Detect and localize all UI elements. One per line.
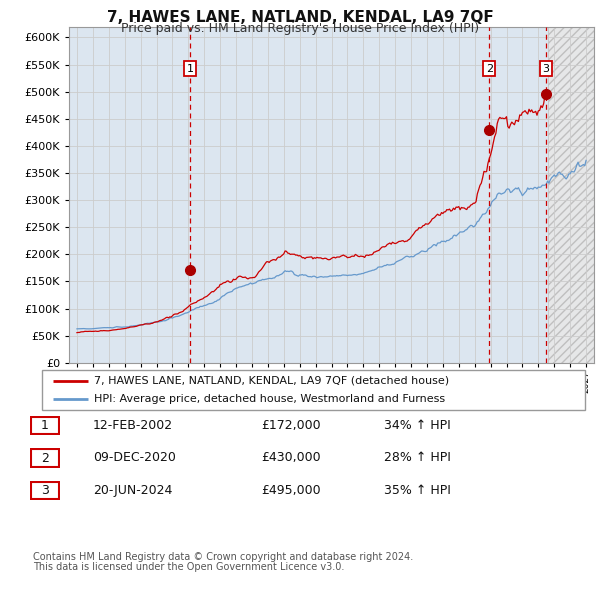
FancyBboxPatch shape (42, 370, 585, 410)
Bar (548, 27, 594, 363)
Text: Contains HM Land Registry data © Crown copyright and database right 2024.: Contains HM Land Registry data © Crown c… (33, 552, 413, 562)
Text: 35% ↑ HPI: 35% ↑ HPI (384, 484, 451, 497)
Text: 28% ↑ HPI: 28% ↑ HPI (384, 451, 451, 464)
Text: 09-DEC-2020: 09-DEC-2020 (93, 451, 176, 464)
Text: 2: 2 (41, 451, 49, 465)
Text: £172,000: £172,000 (261, 419, 320, 432)
Text: 7, HAWES LANE, NATLAND, KENDAL, LA9 7QF (detached house): 7, HAWES LANE, NATLAND, KENDAL, LA9 7QF … (94, 376, 449, 386)
Text: 20-JUN-2024: 20-JUN-2024 (93, 484, 172, 497)
Text: 34% ↑ HPI: 34% ↑ HPI (384, 419, 451, 432)
Text: 1: 1 (41, 419, 49, 432)
Text: 1: 1 (187, 64, 194, 74)
Text: This data is licensed under the Open Government Licence v3.0.: This data is licensed under the Open Gov… (33, 562, 344, 572)
Text: 3: 3 (41, 484, 49, 497)
Text: 2: 2 (486, 64, 493, 74)
Text: 3: 3 (542, 64, 549, 74)
Text: 7, HAWES LANE, NATLAND, KENDAL, LA9 7QF: 7, HAWES LANE, NATLAND, KENDAL, LA9 7QF (107, 10, 493, 25)
Text: HPI: Average price, detached house, Westmorland and Furness: HPI: Average price, detached house, West… (94, 394, 445, 404)
Text: £495,000: £495,000 (261, 484, 320, 497)
Text: 12-FEB-2002: 12-FEB-2002 (93, 419, 173, 432)
Text: £430,000: £430,000 (261, 451, 320, 464)
Text: Price paid vs. HM Land Registry's House Price Index (HPI): Price paid vs. HM Land Registry's House … (121, 22, 479, 35)
